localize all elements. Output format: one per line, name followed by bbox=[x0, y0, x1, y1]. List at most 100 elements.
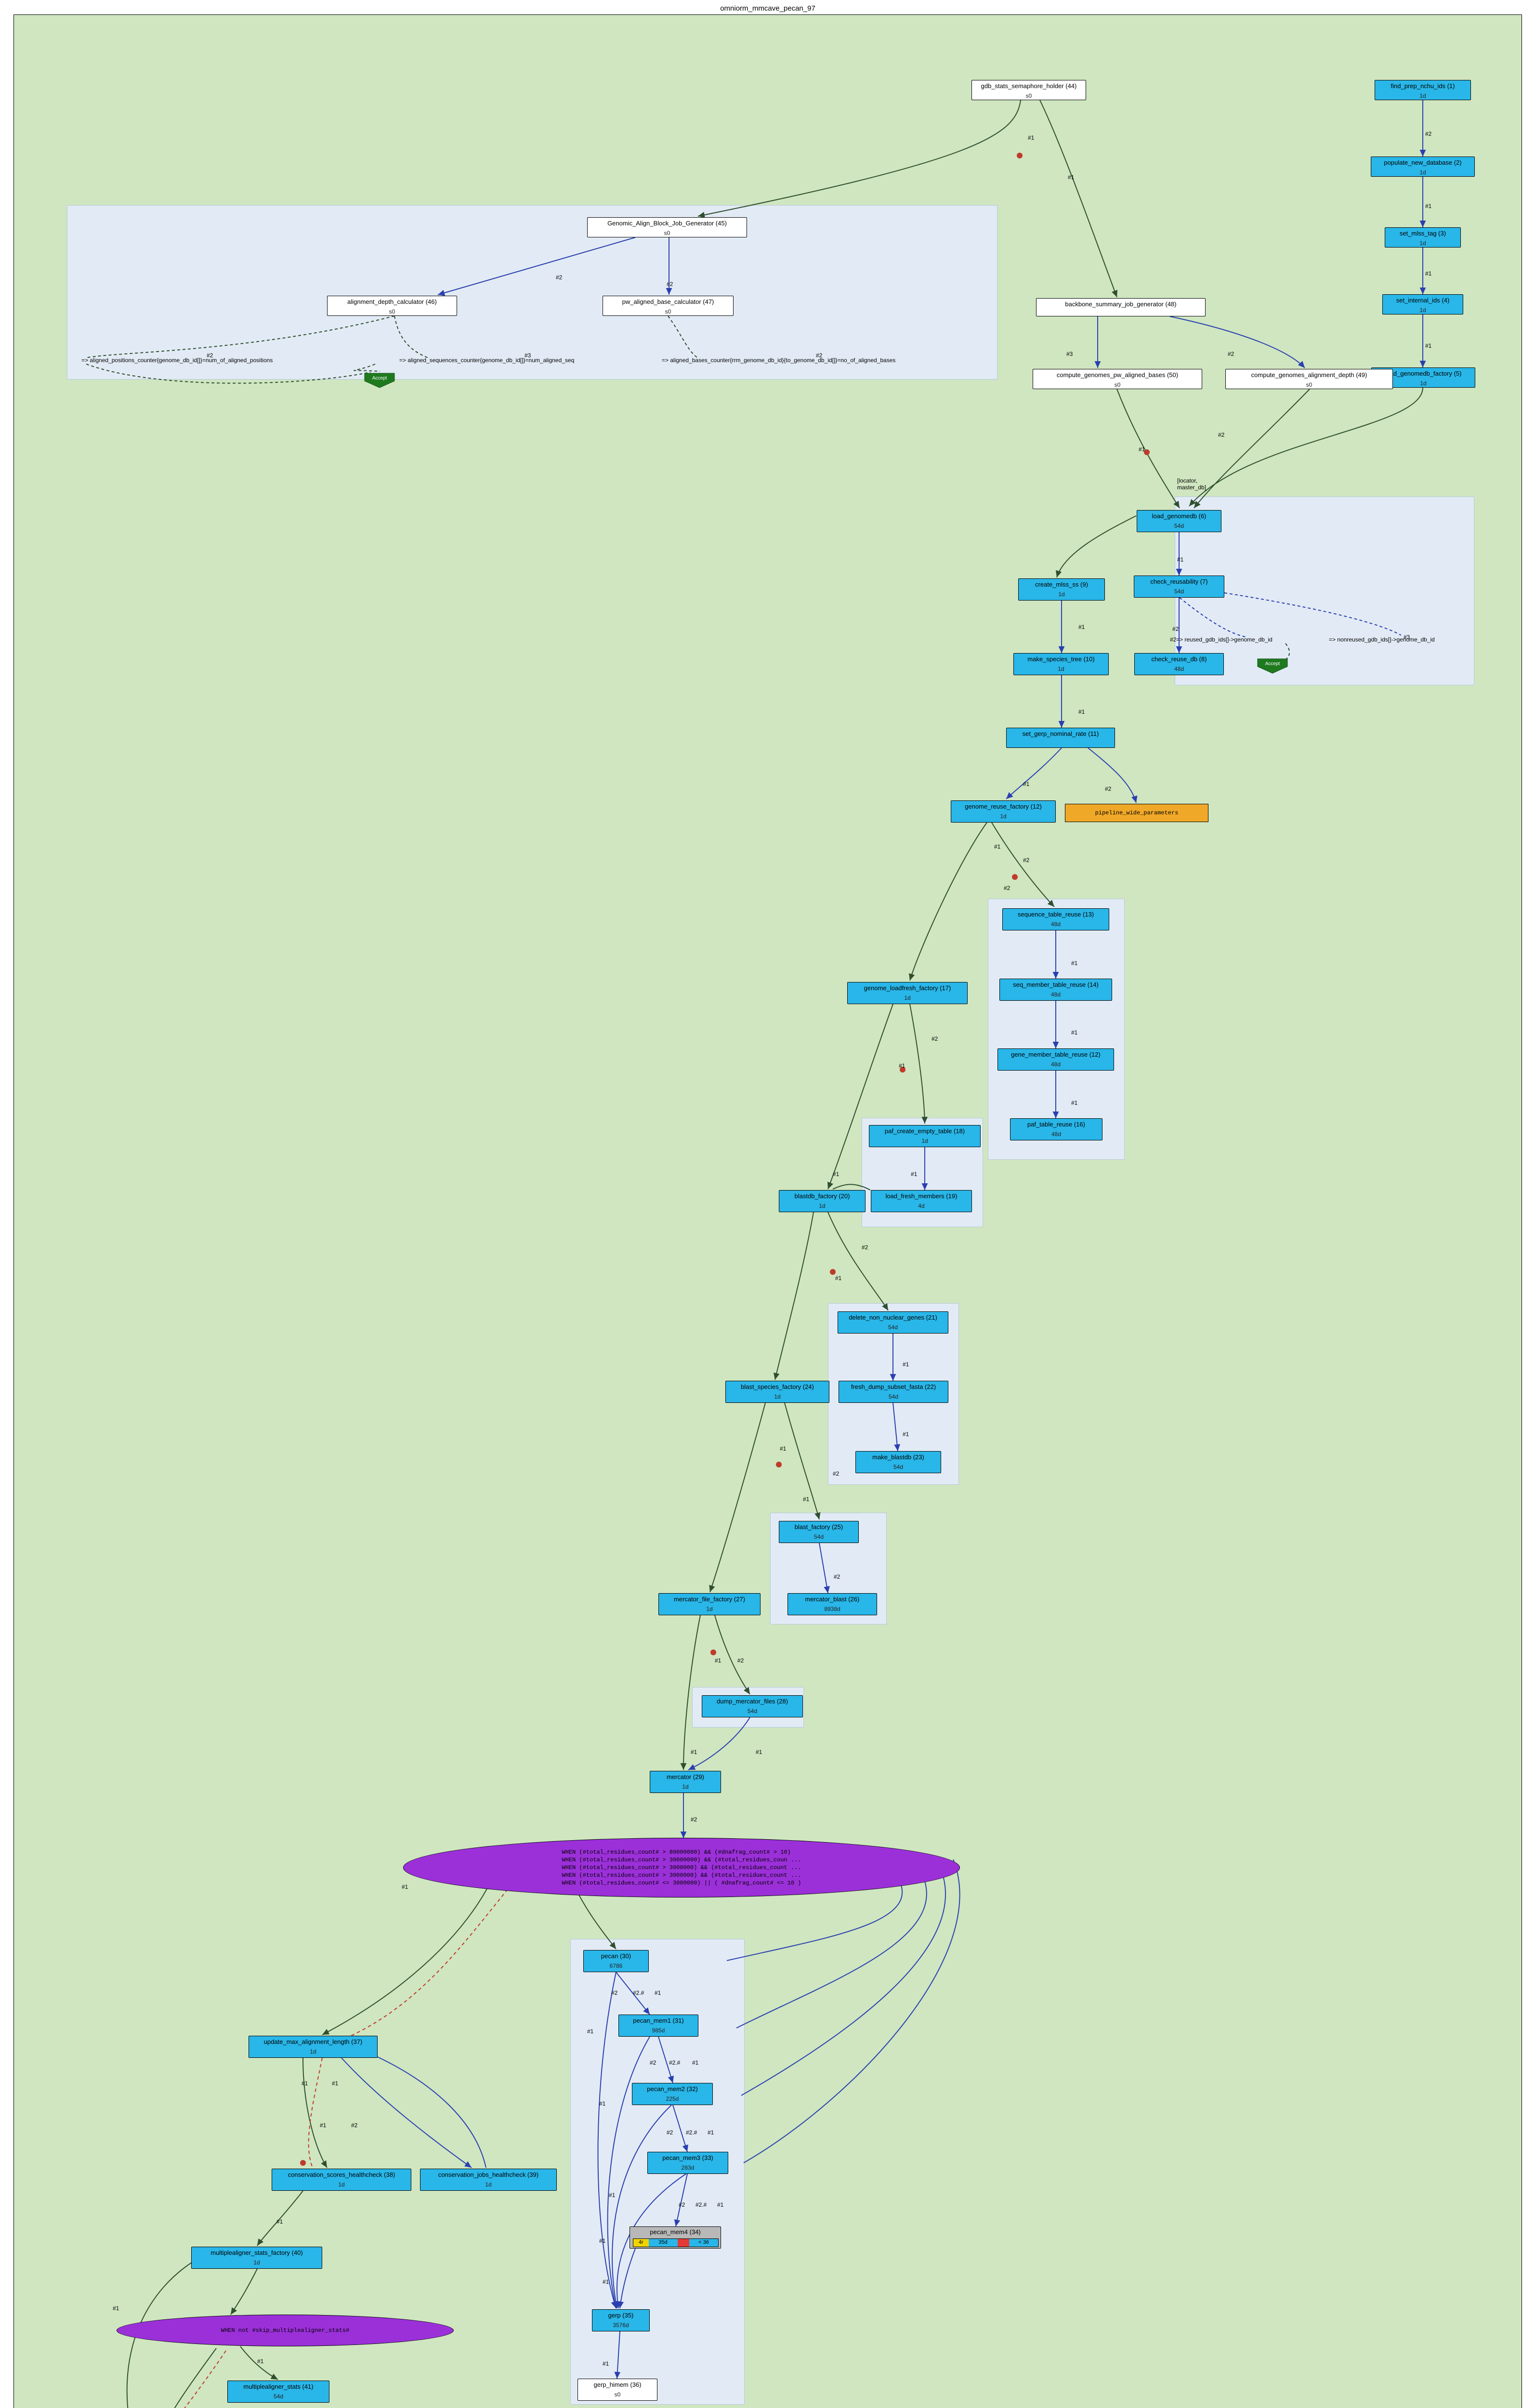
node-find-prep-nchu-ids[interactable]: find_prep_nchu_ids (1) 1d bbox=[1375, 80, 1471, 100]
edge-label: #1 bbox=[692, 2059, 699, 2066]
node-genome-loadfresh-factory[interactable]: genome_loadfresh_factory (17) 1d bbox=[847, 982, 968, 1004]
node-load-genomedb[interactable]: load_genomedb (6) 54d bbox=[1137, 510, 1221, 532]
node-sub: 1d bbox=[904, 995, 911, 1002]
node-sub: 8938d bbox=[824, 1606, 840, 1613]
node-delete-non-nuclear-genes[interactable]: delete_non_nuclear_genes (21) 54d bbox=[838, 1311, 948, 1334]
node-compute-genomes-pw-aligned-bases[interactable]: compute_genomes_pw_aligned_bases (50) s0 bbox=[1033, 369, 1202, 389]
node-blast-species-factory[interactable]: blast_species_factory (24) 1d bbox=[725, 1381, 829, 1403]
node-pw-aligned-base-calculator[interactable]: pw_aligned_base_calculator (47) s0 bbox=[603, 296, 734, 316]
node-label: genome_loadfresh_factory (17) bbox=[864, 984, 951, 992]
node-genome-reuse-factory[interactable]: genome_reuse_factory (12) 1d bbox=[951, 800, 1056, 823]
node-conservation-scores-healthcheck[interactable]: conservation_scores_healthcheck (38) 1d bbox=[272, 2169, 411, 2191]
edge-label: #1 bbox=[1425, 270, 1432, 277]
node-multiplealigner-stats-factory[interactable]: multiplealigner_stats_factory (40) 1d bbox=[191, 2247, 322, 2269]
node-sub: 1d bbox=[253, 2259, 260, 2266]
node-label: set_internal_ids (4) bbox=[1396, 297, 1450, 304]
node-populate-new-database[interactable]: populate_new_database (2) 1d bbox=[1371, 157, 1475, 177]
node-make-species-tree[interactable]: make_species_tree (10) 1d bbox=[1013, 653, 1109, 675]
node-alignment-depth-calculator[interactable]: alignment_depth_calculator (46) s0 bbox=[327, 296, 457, 316]
edge-label: #2 bbox=[351, 2122, 358, 2129]
node-label: populate_new_database (2) bbox=[1384, 159, 1462, 166]
edge-label: #1 bbox=[599, 2238, 606, 2244]
node-mercator-file-factory[interactable]: mercator_file_factory (27) 1d bbox=[658, 1593, 761, 1615]
edge-label: #2 bbox=[816, 352, 823, 359]
node-sub: 1d bbox=[921, 1138, 928, 1145]
node-pecan-mem2[interactable]: pecan_mem2 (32) 225d bbox=[632, 2083, 713, 2105]
node-fresh-dump-subset-fasta[interactable]: fresh_dump_subset_fasta (22) 54d bbox=[839, 1381, 948, 1403]
node-pecan[interactable]: pecan (30) 6786 bbox=[583, 1950, 649, 1972]
node-label: conservation_scores_healthcheck (38) bbox=[288, 2171, 395, 2178]
edge-label: #2 bbox=[611, 1989, 618, 1996]
node-multiplealigner-stats[interactable]: multiplealigner_stats (41) 54d bbox=[227, 2381, 329, 2403]
dataflow-aligned-positions-counter: => aligned_positions_counter{genome_db_i… bbox=[81, 357, 273, 364]
node-sub: 1d bbox=[1419, 307, 1426, 314]
edge-label: #1 bbox=[1071, 960, 1078, 967]
edge-label: #2 bbox=[1218, 432, 1225, 438]
node-set-gerp-nominal-rate[interactable]: set_gerp_nominal_rate (11) bbox=[1006, 728, 1115, 748]
decision-skip-multiplealigner-stats[interactable]: WHEN not #skip_multiplealigner_stats# bbox=[117, 2315, 454, 2346]
node-pecan-mem4[interactable]: pecan_mem4 (34) 4r 35d < 36 bbox=[630, 2226, 721, 2249]
edge-label: #1 bbox=[257, 2358, 264, 2365]
node-sub: 1d bbox=[485, 2181, 492, 2188]
node-set-mlss-tag[interactable]: set_mlss_tag (3) 1d bbox=[1385, 227, 1461, 248]
node-load-fresh-members[interactable]: load_fresh_members (19) 4d bbox=[871, 1190, 972, 1212]
svg-text:Accept: Accept bbox=[1265, 661, 1280, 667]
node-check-reusability[interactable]: check_reusability (7) 54d bbox=[1134, 576, 1224, 598]
node-make-blastdb[interactable]: make_blastdb (23) 54d bbox=[855, 1451, 941, 1473]
node-mercator-blast[interactable]: mercator_blast (26) 8938d bbox=[787, 1593, 877, 1615]
node-pecan-mem1[interactable]: pecan_mem1 (31) 985d bbox=[618, 2015, 698, 2037]
node-seq-member-table-reuse[interactable]: seq_member_table_reuse (14) 48d bbox=[999, 979, 1112, 1001]
edge-label: #1 bbox=[708, 2129, 714, 2136]
node-label: genome_reuse_factory (12) bbox=[965, 803, 1042, 810]
node-label: make_species_tree (10) bbox=[1027, 655, 1095, 663]
node-mercator[interactable]: mercator (29) 1d bbox=[650, 1771, 721, 1793]
edge-label: #1 bbox=[1139, 446, 1145, 453]
node-sequence-table-reuse[interactable]: sequence_table_reuse (13) 48d bbox=[1002, 908, 1109, 930]
node-label: gerp (35) bbox=[608, 2312, 634, 2319]
node-gerp-himem[interactable]: gerp_himem (36) s0 bbox=[577, 2379, 657, 2401]
node-create-mlss-ss[interactable]: create_mlss_ss (9) 1d bbox=[1018, 578, 1105, 601]
node-pipeline-wide-parameters[interactable]: pipeline_wide_parameters bbox=[1065, 804, 1208, 822]
dataflow-aligned-sequences-counter: => aligned_sequences_counter{genome_db_i… bbox=[399, 357, 575, 364]
node-sub: 48d bbox=[1051, 1131, 1062, 1138]
node-paf-create-empty-table[interactable]: paf_create_empty_table (18) 1d bbox=[869, 1125, 981, 1147]
node-paf-table-reuse[interactable]: paf_table_reuse (16) 48d bbox=[1010, 1118, 1102, 1140]
node-pecan-mem3[interactable]: pecan_mem3 (33) 283d bbox=[647, 2152, 728, 2174]
node-sub: 1d bbox=[1419, 240, 1426, 247]
edge-label: #2 bbox=[1023, 857, 1030, 864]
edge-label: #2 bbox=[931, 1035, 938, 1042]
node-check-reuse-db[interactable]: check_reuse_db (8) 48d bbox=[1134, 653, 1224, 675]
edge-label: #2 bbox=[691, 1816, 697, 1823]
edge-label: #1 bbox=[587, 2028, 594, 2035]
edge-label: #1 bbox=[717, 2201, 724, 2208]
node-label: pecan_mem3 (33) bbox=[662, 2154, 713, 2161]
node-gerp[interactable]: gerp (35) 3576d bbox=[592, 2309, 650, 2331]
node-label: paf_table_reuse (16) bbox=[1027, 1121, 1085, 1128]
edge-label: #2 bbox=[1425, 131, 1432, 137]
node-blastdb-factory[interactable]: blastdb_factory (20) 1d bbox=[779, 1190, 866, 1212]
node-sub: 985d bbox=[652, 2027, 665, 2034]
edge-label: #1 bbox=[655, 1989, 661, 1996]
node-compute-genomes-alignment-depth[interactable]: compute_genomes_alignment_depth (49) s0 bbox=[1225, 369, 1393, 389]
node-dump-mercator-files[interactable]: dump_mercator_files (28) 54d bbox=[702, 1695, 803, 1717]
node-conservation-jobs-healthcheck[interactable]: conservation_jobs_healthcheck (39) 1d bbox=[420, 2169, 557, 2191]
edge-label: #1 bbox=[1071, 1099, 1078, 1106]
node-gdb-stats-semaphore-holder[interactable]: gdb_stats_semaphore_holder (44) s0 bbox=[971, 80, 1086, 100]
decision-pecan-memory-rules[interactable]: WHEN (#total_residues_count# > 80000000)… bbox=[403, 1838, 960, 1898]
node-label: load_genomedb_factory (5) bbox=[1385, 370, 1462, 377]
node-label: paf_create_empty_table (18) bbox=[884, 1127, 965, 1135]
edge-label: #1 bbox=[1071, 1029, 1078, 1036]
node-sub: 1d bbox=[819, 1203, 826, 1210]
node-genomic-align-block-job-generator[interactable]: Genomic_Align_Block_Job_Generator (45) s… bbox=[587, 217, 747, 237]
diagram-frame: omniorm_mmcave_pecan_97 bbox=[13, 4, 1522, 2408]
node-label: blast_factory (25) bbox=[794, 1523, 843, 1531]
edge-label: #2.# bbox=[669, 2059, 681, 2066]
node-update-max-alignment-length[interactable]: update_max_alignment_length (37) 1d bbox=[249, 2036, 378, 2058]
node-gene-member-table-reuse[interactable]: gene_member_table_reuse (12) 48d bbox=[997, 1048, 1114, 1071]
accept-node-2: Accept bbox=[1257, 658, 1288, 674]
node-backbone-summary-job-generator[interactable]: backbone_summary_job_generator (48) bbox=[1036, 298, 1206, 316]
node-set-internal-ids[interactable]: set_internal_ids (4) 1d bbox=[1382, 294, 1463, 314]
node-blast-factory[interactable]: blast_factory (25) 54d bbox=[779, 1521, 859, 1543]
node-sub: s0 bbox=[1025, 92, 1032, 100]
